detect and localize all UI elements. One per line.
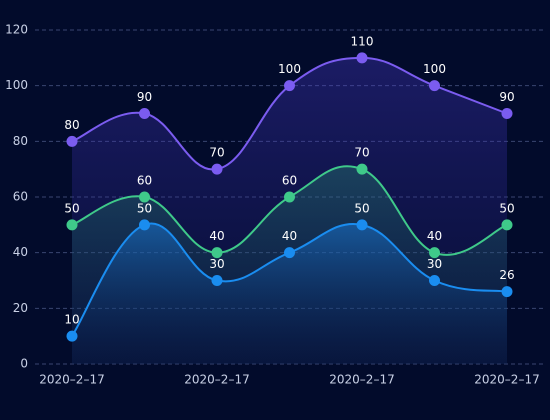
data-label: 40 [427, 229, 442, 243]
x-tick-label: 2020–2–17 [39, 373, 104, 387]
series-area [72, 223, 507, 364]
data-label: 50 [354, 201, 369, 215]
data-label: 26 [499, 268, 514, 282]
y-tick-label: 80 [13, 134, 28, 148]
y-tick-label: 100 [5, 78, 28, 92]
data-label: 50 [499, 201, 514, 215]
data-label: 60 [137, 174, 152, 188]
point [429, 247, 440, 259]
data-label: 30 [427, 257, 442, 271]
data-label: 110 [351, 34, 374, 48]
point [211, 163, 223, 175]
y-tick-label: 120 [5, 23, 28, 37]
data-label: 100 [278, 62, 301, 76]
x-tick-label: 2020–2–17 [184, 373, 249, 387]
data-label: 50 [64, 201, 79, 215]
point [356, 52, 368, 64]
point [139, 219, 150, 231]
point [284, 191, 295, 203]
point [501, 108, 513, 119]
point [429, 80, 440, 92]
x-tick-label: 2020–2–17 [329, 373, 394, 387]
data-label: 40 [209, 229, 224, 243]
point [139, 191, 150, 203]
data-label: 10 [64, 313, 79, 327]
point [66, 219, 78, 231]
point [66, 330, 78, 342]
point [284, 247, 295, 259]
data-label: 30 [209, 257, 224, 271]
data-label: 50 [137, 201, 152, 215]
point [356, 163, 368, 175]
y-tick-label: 60 [13, 190, 28, 204]
y-tick-label: 20 [13, 301, 28, 315]
data-label: 60 [282, 174, 297, 188]
data-label: 40 [282, 229, 297, 243]
point [66, 135, 78, 147]
x-tick-label: 2020–2–17 [474, 373, 539, 387]
data-label: 70 [209, 146, 224, 160]
point [139, 108, 150, 119]
point [211, 275, 223, 286]
point [501, 219, 513, 231]
data-label: 90 [499, 90, 514, 104]
data-label: 90 [137, 90, 152, 104]
point [429, 275, 440, 286]
point [211, 247, 223, 259]
point [501, 286, 513, 298]
y-tick-label: 40 [13, 245, 28, 259]
point [356, 219, 368, 231]
data-label: 80 [64, 118, 79, 132]
y-tick-label: 0 [20, 357, 28, 371]
point [284, 80, 295, 92]
data-label: 70 [354, 146, 369, 160]
data-label: 100 [423, 62, 446, 76]
